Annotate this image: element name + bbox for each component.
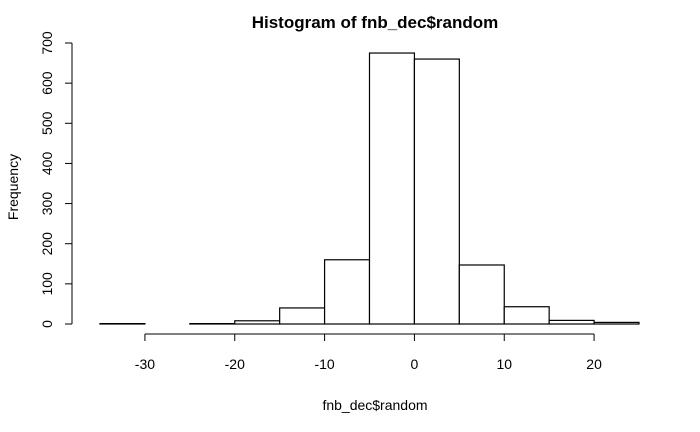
x-tick-label: 20	[586, 356, 602, 372]
y-axis-label: Frequency	[5, 154, 21, 220]
histogram-bar	[548, 319, 595, 325]
x-tick-label: 10	[496, 356, 512, 372]
x-tick-label: -10	[314, 356, 334, 372]
histogram-bar	[503, 306, 550, 325]
histogram-bar	[279, 307, 326, 325]
y-tick-label: 300	[39, 192, 55, 216]
y-tick-label: 600	[39, 71, 55, 95]
x-tick-label: -30	[135, 356, 155, 372]
y-tick-label: 700	[39, 31, 55, 55]
y-axis: 0 100 200 300 400 500 600 700	[39, 31, 73, 328]
histogram-bar	[413, 58, 460, 325]
y-tick-label: 200	[39, 232, 55, 256]
x-tick-label: -20	[225, 356, 245, 372]
x-tick-label: 0	[411, 356, 419, 372]
histogram-bar	[593, 321, 640, 325]
y-tick-label: 0	[39, 320, 55, 328]
chart-title: Histogram of fnb_dec$random	[252, 13, 499, 32]
x-axis-label: fnb_dec$random	[322, 397, 427, 413]
y-tick-label: 500	[39, 111, 55, 135]
bars-group	[99, 52, 640, 325]
histogram-bar	[458, 264, 505, 325]
histogram-bar	[323, 259, 371, 325]
x-axis: -30 -20 -10 0 10 20	[135, 333, 602, 372]
histogram-bar	[234, 320, 281, 325]
histogram-bar	[368, 52, 416, 325]
y-tick-label: 400	[39, 152, 55, 176]
y-tick-label: 100	[39, 272, 55, 296]
